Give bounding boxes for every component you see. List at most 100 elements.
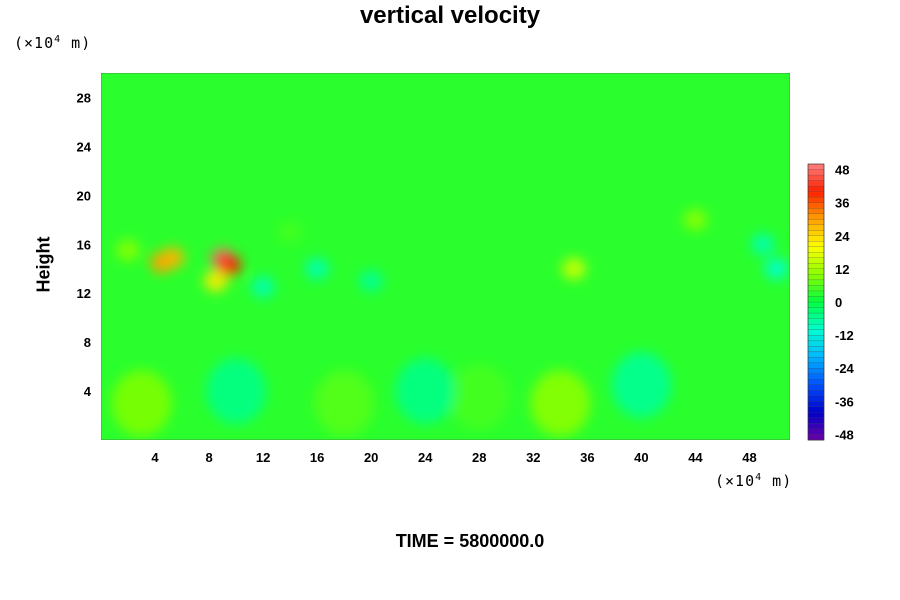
colorbar-cell [807,274,825,281]
x-tick-label: 20 [364,450,378,465]
colorbar-cell [807,395,825,402]
colorbar-cell [807,312,825,319]
colorbar-cell [807,334,825,342]
x-tick-label: 16 [310,450,324,465]
x-tick-label: 12 [256,450,270,465]
colorbar-cell [807,279,825,286]
x-tick-label: 8 [205,450,212,465]
x-tick-label: 44 [688,450,703,465]
y-tick-label: 4 [84,384,92,399]
colorbar-cell [807,412,825,419]
colorbar-cell [807,246,825,253]
colorbar-cell [807,390,825,397]
y-tick-label: 24 [77,139,92,154]
colorbar-cell [807,285,825,292]
chart-title: vertical velocity [359,2,541,29]
heatmap-feature [217,254,242,276]
colorbar-cell [807,301,825,308]
colorbar-cell [807,174,825,181]
heatmap-feature [314,370,375,437]
colorbar-tick-label: 48 [835,163,849,178]
colorbar-tick-label: 12 [835,262,849,277]
colorbar-cell [807,368,825,375]
y-tick-label: 12 [77,286,91,301]
colorbar-cell [807,346,825,353]
colorbar-cell [807,351,825,358]
colorbar-cell [807,373,825,380]
colorbar-cell [807,163,825,170]
colorbar-tick-label: -24 [835,361,855,376]
heatmap-feature [611,351,672,418]
colorbar-cell [807,401,825,408]
colorbar-cell [807,417,825,424]
colorbar-cell [807,169,825,176]
x-tick-label: 24 [418,450,433,465]
colorbar-cell [807,241,825,248]
heatmap-feature [750,233,775,256]
colorbar-cell [807,357,825,364]
heatmap-features [111,209,789,437]
x-tick-label: 4 [151,450,159,465]
time-label: TIME = 5800000.0 [395,531,545,551]
colorbar-cell [807,213,825,220]
colorbar-cell [807,423,825,430]
colorbar-cell [807,208,825,215]
heatmap-feature [561,257,586,280]
y-tick-label: 28 [77,90,91,105]
heatmap-feature [278,221,303,243]
y-tick-label: 20 [77,188,91,203]
colorbar-frame [807,163,825,441]
heatmap-feature [530,370,591,437]
heatmap-feature [764,257,789,280]
colorbar-tick-label: -36 [835,394,854,409]
colorbar-tick-label: 24 [835,229,850,244]
colorbar-cell [807,257,825,264]
x-tick-label: 48 [742,450,756,465]
colorbar-tick-label: 36 [835,196,849,211]
x-tick-label: 32 [526,450,540,465]
colorbar-cell [807,180,825,187]
colorbar-cell [807,428,825,435]
colorbar-cell [807,379,825,386]
x-tick-label: 36 [580,450,594,465]
x-axis-unit: (×104 m) [715,472,793,490]
y-tick-label: 16 [77,237,91,252]
heatmap-feature [395,358,456,425]
heatmap-feature [203,270,228,292]
colorbar-cell [807,202,825,209]
heatmap-feature [449,364,510,431]
colorbar-cell [807,185,825,193]
heatmap-feature [251,276,276,298]
heatmap-feature [359,270,384,292]
colorbar-cell [807,307,825,314]
y-axis-unit: (×104 m) [14,34,92,52]
colorbar-cell [807,329,825,336]
colorbar-tick-label: 0 [835,295,842,310]
colorbar-cell [807,191,825,198]
colorbar-cell [807,268,825,275]
x-tick-label: 28 [472,450,486,465]
heatmap-feature [305,257,330,280]
heatmap-feature [116,239,141,262]
colorbar-cell [807,340,825,347]
heatmap-feature [683,209,708,231]
colorbar-cell [807,230,825,237]
heatmap-feature [206,358,267,425]
colorbar-cell [807,296,825,303]
colorbar-cell [807,318,825,325]
colorbar-cell [807,219,825,226]
colorbar-cell [807,323,825,331]
heatmap-feature [111,370,172,437]
colorbar-cell [807,434,825,441]
colorbar-cell [807,384,825,391]
y-tick-label: 8 [84,335,91,350]
colorbar-tick-label: -12 [835,328,854,343]
colorbar-tick-label: -48 [835,427,854,442]
colorbar-cell [807,263,825,270]
heatmap-feature [160,246,185,269]
x-tick-label: 40 [634,450,648,465]
colorbar-cell [807,196,825,204]
colorbar-cell [807,224,825,231]
